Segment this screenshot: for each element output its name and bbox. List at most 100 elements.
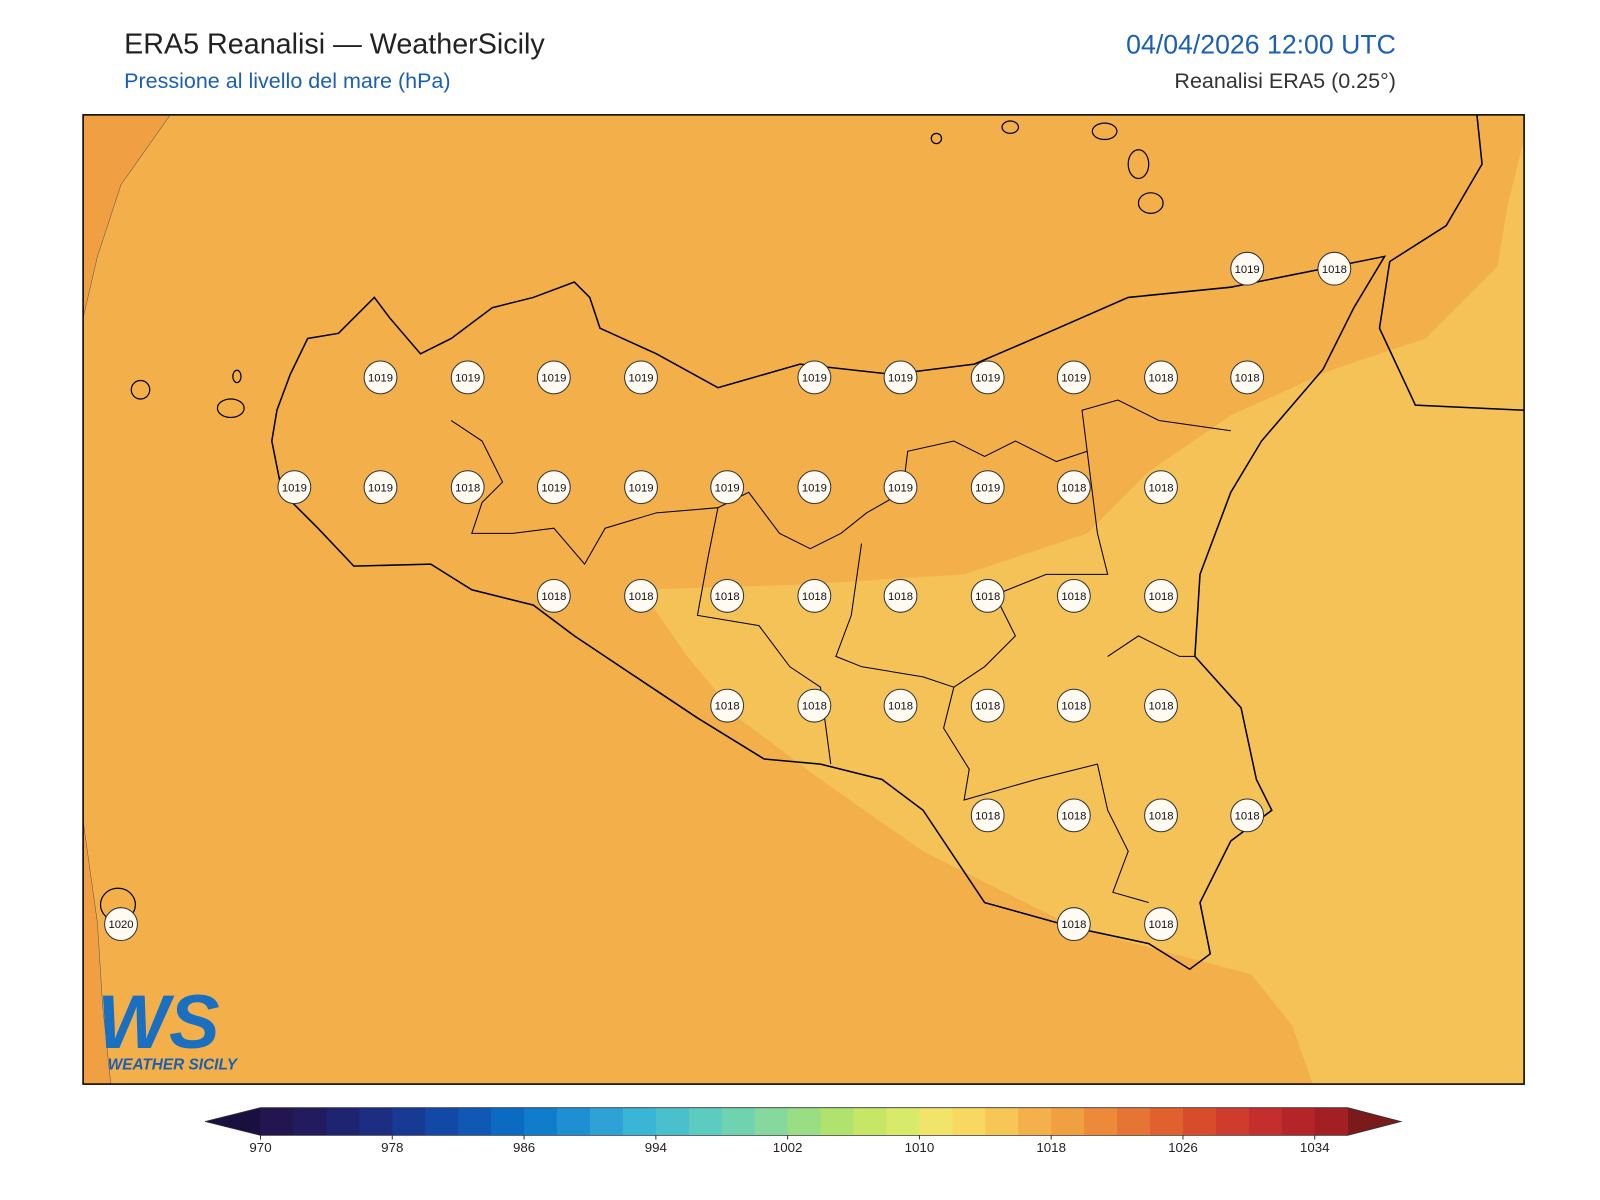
colorbar-box: [293, 1107, 327, 1136]
station-marker: [536, 360, 571, 395]
colorbar-box: [1215, 1107, 1250, 1136]
colorbar-box: [1051, 1107, 1085, 1136]
colorbar-box: [359, 1107, 393, 1136]
station-marker: [797, 688, 832, 723]
colorbar-box: [754, 1107, 789, 1136]
station-marker: [1144, 798, 1178, 833]
colorbar-box: [589, 1107, 624, 1136]
station-value: 1018: [1148, 373, 1173, 385]
station-marker: [883, 578, 918, 613]
station-value: 1018: [1235, 810, 1260, 822]
station-value: 1018: [888, 701, 913, 713]
colorbar-tick-label: 1034: [1300, 1140, 1330, 1155]
station-value: 1019: [975, 482, 1000, 494]
station-marker: [710, 578, 745, 613]
colorbar-box: [1117, 1107, 1151, 1136]
station-marker: [1056, 907, 1091, 942]
colorbar-tick-label: 970: [249, 1140, 271, 1155]
station-value: 1018: [1061, 482, 1086, 494]
colorbar-box: [688, 1107, 723, 1136]
colorbar-box: [952, 1107, 986, 1136]
station-marker: [970, 688, 1005, 723]
map: [83, 114, 1525, 1085]
colorbar-box: [1248, 1107, 1283, 1136]
station-marker: [624, 578, 658, 613]
logo: WS WEATHER SICILY: [97, 980, 238, 1074]
colorbar-box: [721, 1107, 756, 1136]
station-marker: [624, 470, 658, 505]
station-value: 1018: [1322, 264, 1347, 276]
colorbar-box: [392, 1107, 426, 1136]
stations: 1019 1018 1019 1019 1019 1019 1019 1019 1019 1019…: [104, 251, 1352, 942]
station-value: 1018: [888, 591, 913, 603]
colorbar-box: [425, 1107, 459, 1136]
station-marker: [1144, 578, 1178, 613]
colorbar-box: [524, 1107, 558, 1136]
station-value: 1019: [541, 373, 566, 385]
province-border: [450, 399, 1231, 904]
station-value: 1019: [541, 482, 566, 494]
station-marker: [797, 578, 832, 613]
station-value: 1018: [1148, 482, 1173, 494]
station-marker: [970, 578, 1005, 613]
station-value: 1019: [628, 482, 653, 494]
station-marker: [536, 470, 571, 505]
colorbar-outline: [205, 1107, 1403, 1136]
station-marker: [1056, 578, 1091, 613]
colorbar-box: [1018, 1107, 1052, 1136]
station-marker: [1144, 360, 1178, 395]
station-marker: [797, 470, 832, 505]
station-marker: [710, 688, 745, 723]
colorbar-box: [1150, 1107, 1184, 1136]
station-value: 1019: [802, 373, 827, 385]
station-value: 1018: [1148, 810, 1173, 822]
colorbar-tick-label: 978: [381, 1140, 403, 1155]
station-value: 1018: [1148, 591, 1173, 603]
title: ERA5 Reanalisi — WeatherSicily: [124, 28, 545, 60]
colorbar-box: [1314, 1107, 1349, 1136]
coastline: [1378, 114, 1525, 412]
pressure-field: [83, 114, 171, 319]
station-value: 1019: [802, 482, 827, 494]
station-value: 1018: [1061, 919, 1086, 931]
colorbar: 970 978 986 994 1002 1010 1018 1026 1034: [205, 1107, 1403, 1155]
colorbar-box: [886, 1107, 920, 1136]
station-marker: [970, 360, 1005, 395]
station-marker: [104, 907, 138, 942]
station-value: 1019: [888, 373, 913, 385]
station-marker: [363, 360, 398, 395]
station-marker: [450, 470, 485, 505]
station-marker: [1144, 470, 1178, 505]
station-value: 1018: [541, 591, 566, 603]
station-marker: [536, 578, 571, 613]
station-value: 1019: [975, 373, 1000, 385]
station-marker: [1230, 251, 1265, 286]
station-value: 1019: [282, 482, 307, 494]
colorbar-box: [1182, 1107, 1217, 1136]
station-value: 1018: [802, 701, 827, 713]
station-value: 1018: [975, 701, 1000, 713]
station-value: 1018: [1148, 701, 1173, 713]
colorbar-box: [985, 1107, 1019, 1136]
colorbar-tick-label: 986: [513, 1140, 535, 1155]
station-marker: [883, 688, 918, 723]
colorbar-tick-label: 1010: [905, 1140, 935, 1155]
station-marker: [970, 798, 1005, 833]
station-marker: [277, 470, 312, 505]
station-value: 1019: [1235, 264, 1260, 276]
colorbar-tick-label: 994: [645, 1140, 668, 1155]
station-marker: [710, 470, 745, 505]
station-marker: [797, 360, 832, 395]
station-marker: [1317, 251, 1352, 286]
colorbar-under: [205, 1107, 261, 1136]
station-value: 1018: [455, 482, 480, 494]
station-marker: [624, 360, 658, 395]
station-value: 1018: [1061, 591, 1086, 603]
colorbar-box: [787, 1107, 822, 1136]
colorbar-box: [820, 1107, 855, 1136]
station-marker: [450, 360, 485, 395]
station-value: 1018: [1148, 919, 1173, 931]
station-value: 1019: [368, 482, 393, 494]
station-marker: [363, 470, 398, 505]
